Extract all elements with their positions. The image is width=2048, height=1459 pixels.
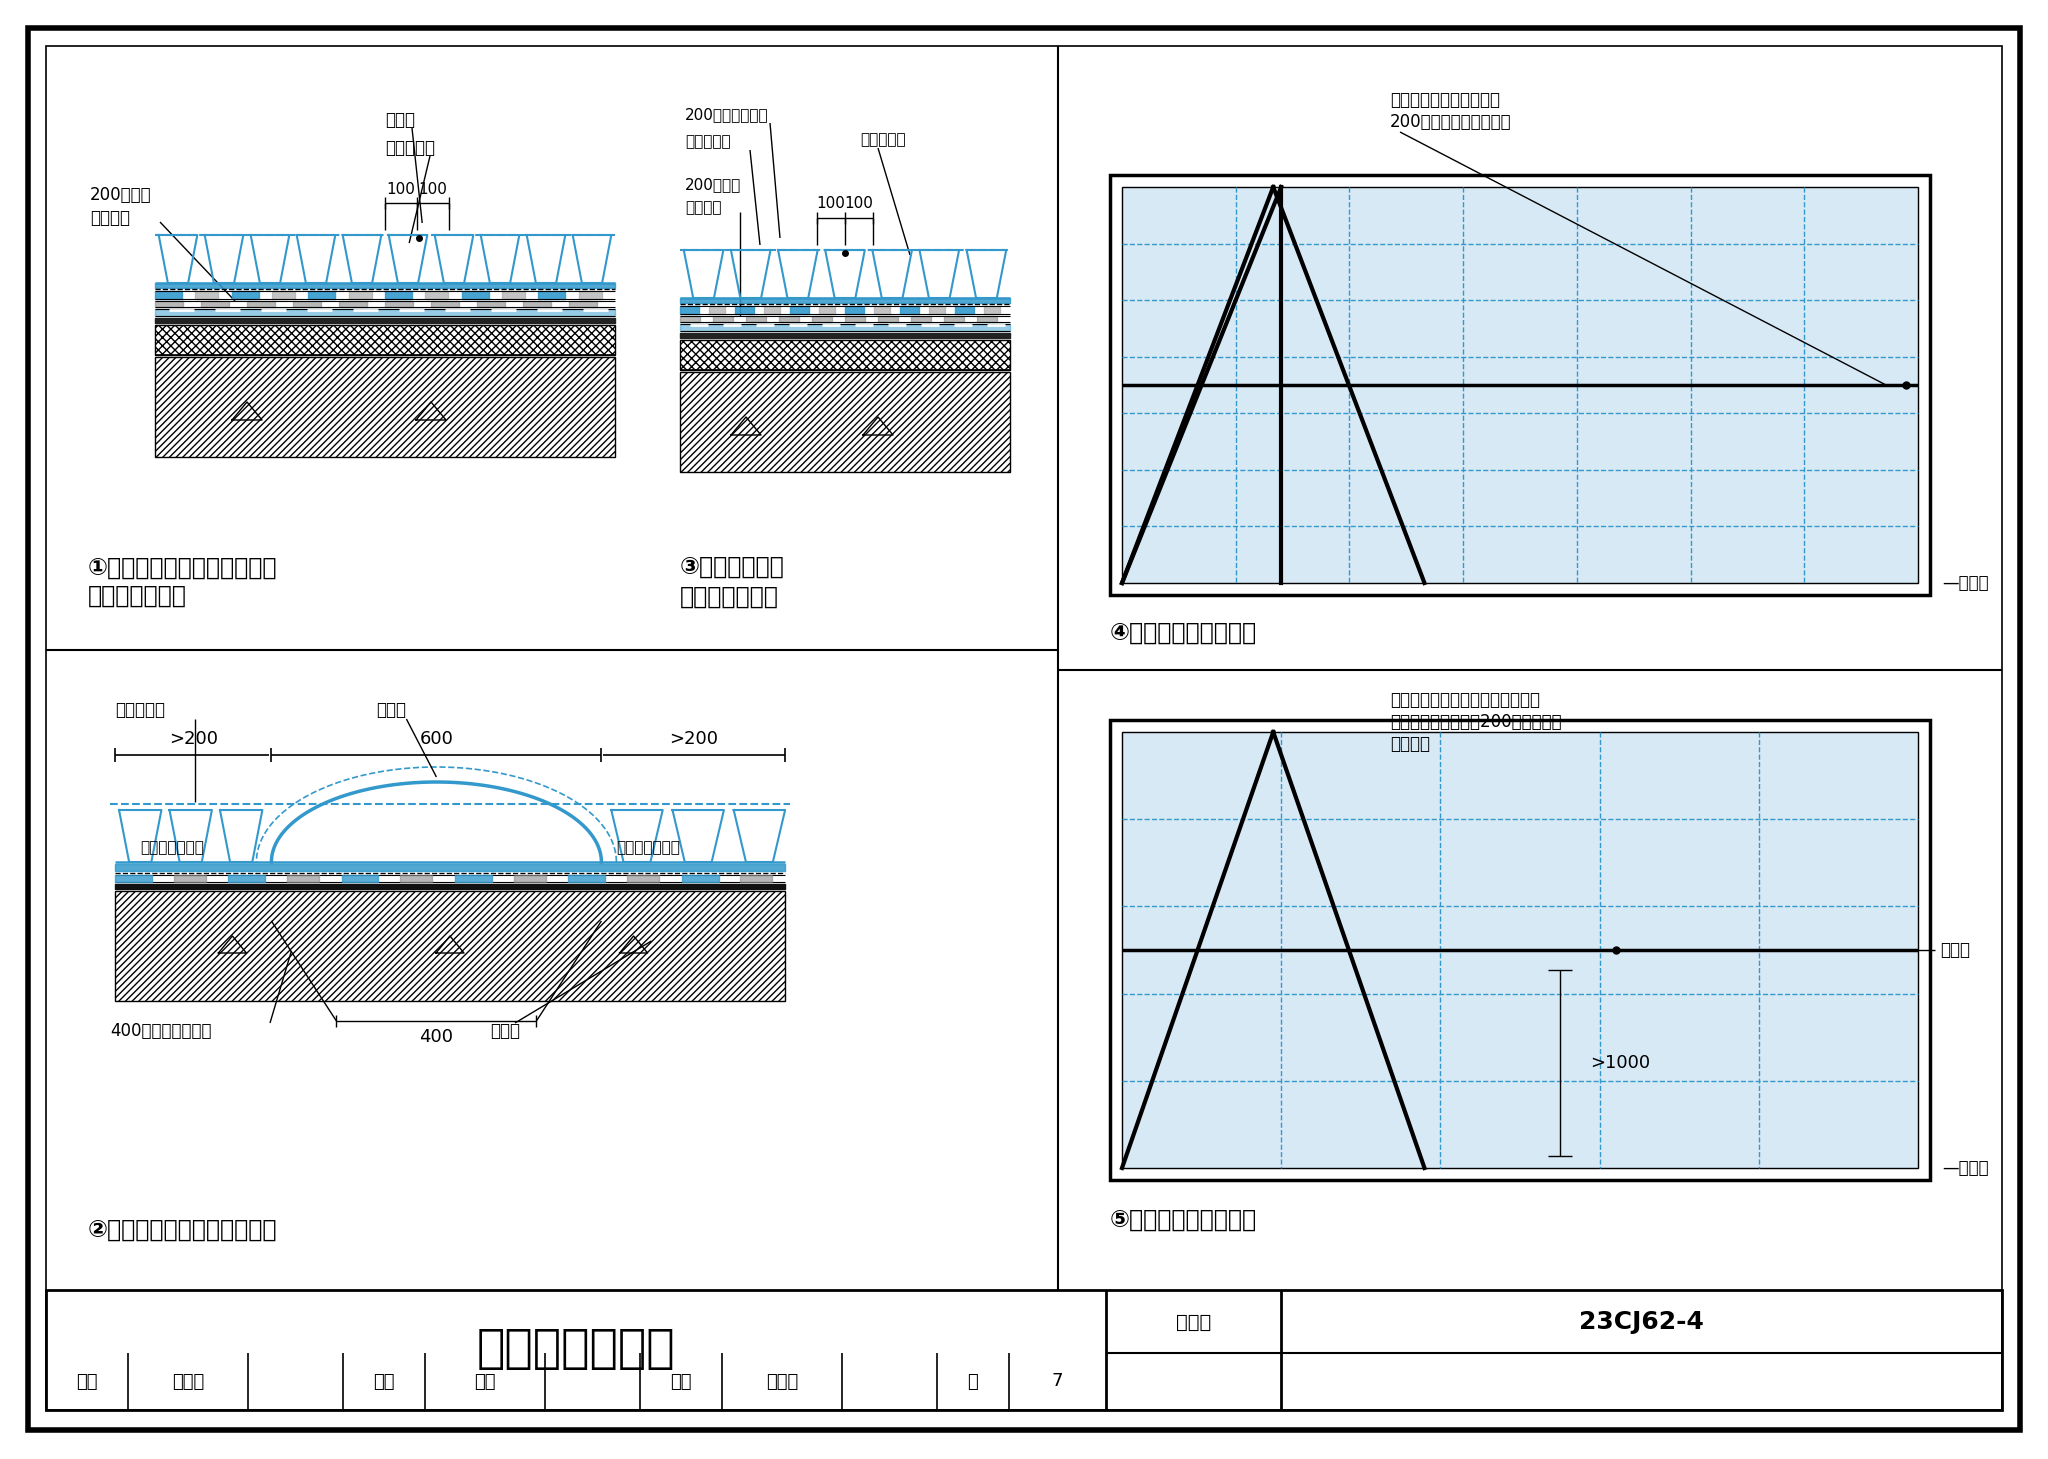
Text: 铺设。连接处与下部200宽双面自粘: 铺设。连接处与下部200宽双面自粘 <box>1391 713 1563 731</box>
Text: 100: 100 <box>844 197 872 212</box>
Text: >200: >200 <box>168 730 217 748</box>
Bar <box>680 372 1010 473</box>
Text: 7: 7 <box>1053 1373 1063 1390</box>
Bar <box>1122 732 1919 1169</box>
Text: 复合异型片铺设: 复合异型片铺设 <box>477 1328 676 1373</box>
Text: 平行铺设，连接处与下部: 平行铺设，连接处与下部 <box>1391 90 1499 109</box>
Text: 页: 页 <box>967 1373 979 1390</box>
Text: 200宽双面: 200宽双面 <box>684 178 741 193</box>
Text: 校对: 校对 <box>373 1373 395 1390</box>
Text: 自粘卷材: 自粘卷材 <box>684 200 721 216</box>
Text: —屋脊线: —屋脊线 <box>1942 1158 1989 1177</box>
Text: 拼接处: 拼接处 <box>385 111 416 128</box>
Bar <box>156 325 614 355</box>
Text: 复合异型片: 复合异型片 <box>385 139 434 158</box>
Text: ①复合异型片与双面自粘卷材: ①复合异型片与双面自粘卷材 <box>88 556 276 581</box>
Bar <box>1122 187 1919 584</box>
Text: 200宽双面自粘卷材粘结: 200宽双面自粘卷材粘结 <box>1391 112 1511 131</box>
Bar <box>1110 719 1929 1180</box>
Text: —屋脊线: —屋脊线 <box>1942 573 1989 592</box>
Bar <box>115 891 784 1001</box>
Text: 100: 100 <box>418 181 449 197</box>
Text: ④复合异型片横向铺设: ④复合异型片横向铺设 <box>1110 622 1257 645</box>
Text: 润丙土工布拼接: 润丙土工布拼接 <box>680 585 778 608</box>
Text: 肯华春: 肯华春 <box>172 1373 205 1390</box>
Text: 粘结（拼接处）: 粘结（拼接处） <box>88 584 186 608</box>
Text: 土工布搭接宽度: 土工布搭接宽度 <box>616 840 680 855</box>
Bar <box>156 357 614 457</box>
Text: ②导流槽与双面自粘卷材粘结: ②导流槽与双面自粘卷材粘结 <box>88 1218 276 1242</box>
Text: 卷材粘结: 卷材粘结 <box>1391 735 1430 753</box>
Text: 400宽双面自粘卷材: 400宽双面自粘卷材 <box>111 1021 211 1040</box>
Bar <box>1110 175 1929 595</box>
Text: 600: 600 <box>420 730 453 748</box>
Text: 涤丙土工布: 涤丙土工布 <box>684 134 731 149</box>
Text: 土工布搭接宽度: 土工布搭接宽度 <box>139 840 205 855</box>
Text: 23CJ62-4: 23CJ62-4 <box>1579 1310 1704 1334</box>
Text: 设计: 设计 <box>670 1373 692 1390</box>
Text: 400: 400 <box>420 1029 453 1046</box>
Text: 保护层: 保护层 <box>489 1021 520 1040</box>
Text: 涤丙土工布: 涤丙土工布 <box>115 700 166 719</box>
Bar <box>45 1290 2003 1409</box>
Bar <box>680 340 1010 371</box>
Text: 200宽双面: 200宽双面 <box>90 185 152 204</box>
Text: 导流槽: 导流槽 <box>377 700 406 719</box>
Text: 图集号: 图集号 <box>1176 1313 1210 1332</box>
Text: >200: >200 <box>670 730 717 748</box>
Text: 100: 100 <box>387 181 416 197</box>
Text: >1000: >1000 <box>1589 1053 1651 1072</box>
Text: 复合异型片: 复合异型片 <box>860 133 905 147</box>
Text: ③复合异型片上: ③复合异型片上 <box>680 554 784 579</box>
Text: 自粘卷材: 自粘卷材 <box>90 209 129 228</box>
Text: 拼接处: 拼接处 <box>1939 941 1970 959</box>
Text: 张明: 张明 <box>475 1373 496 1390</box>
Text: 审核: 审核 <box>76 1373 98 1390</box>
Text: 张征标: 张征标 <box>766 1373 799 1390</box>
Text: 平行铺设，最高点复合异型片最后: 平行铺设，最高点复合异型片最后 <box>1391 692 1540 709</box>
Text: 200宽涤丙土工布: 200宽涤丙土工布 <box>684 108 768 123</box>
Text: ⑤复合异型片纵向铺设: ⑤复合异型片纵向铺设 <box>1110 1208 1257 1231</box>
Text: 100: 100 <box>817 197 846 212</box>
